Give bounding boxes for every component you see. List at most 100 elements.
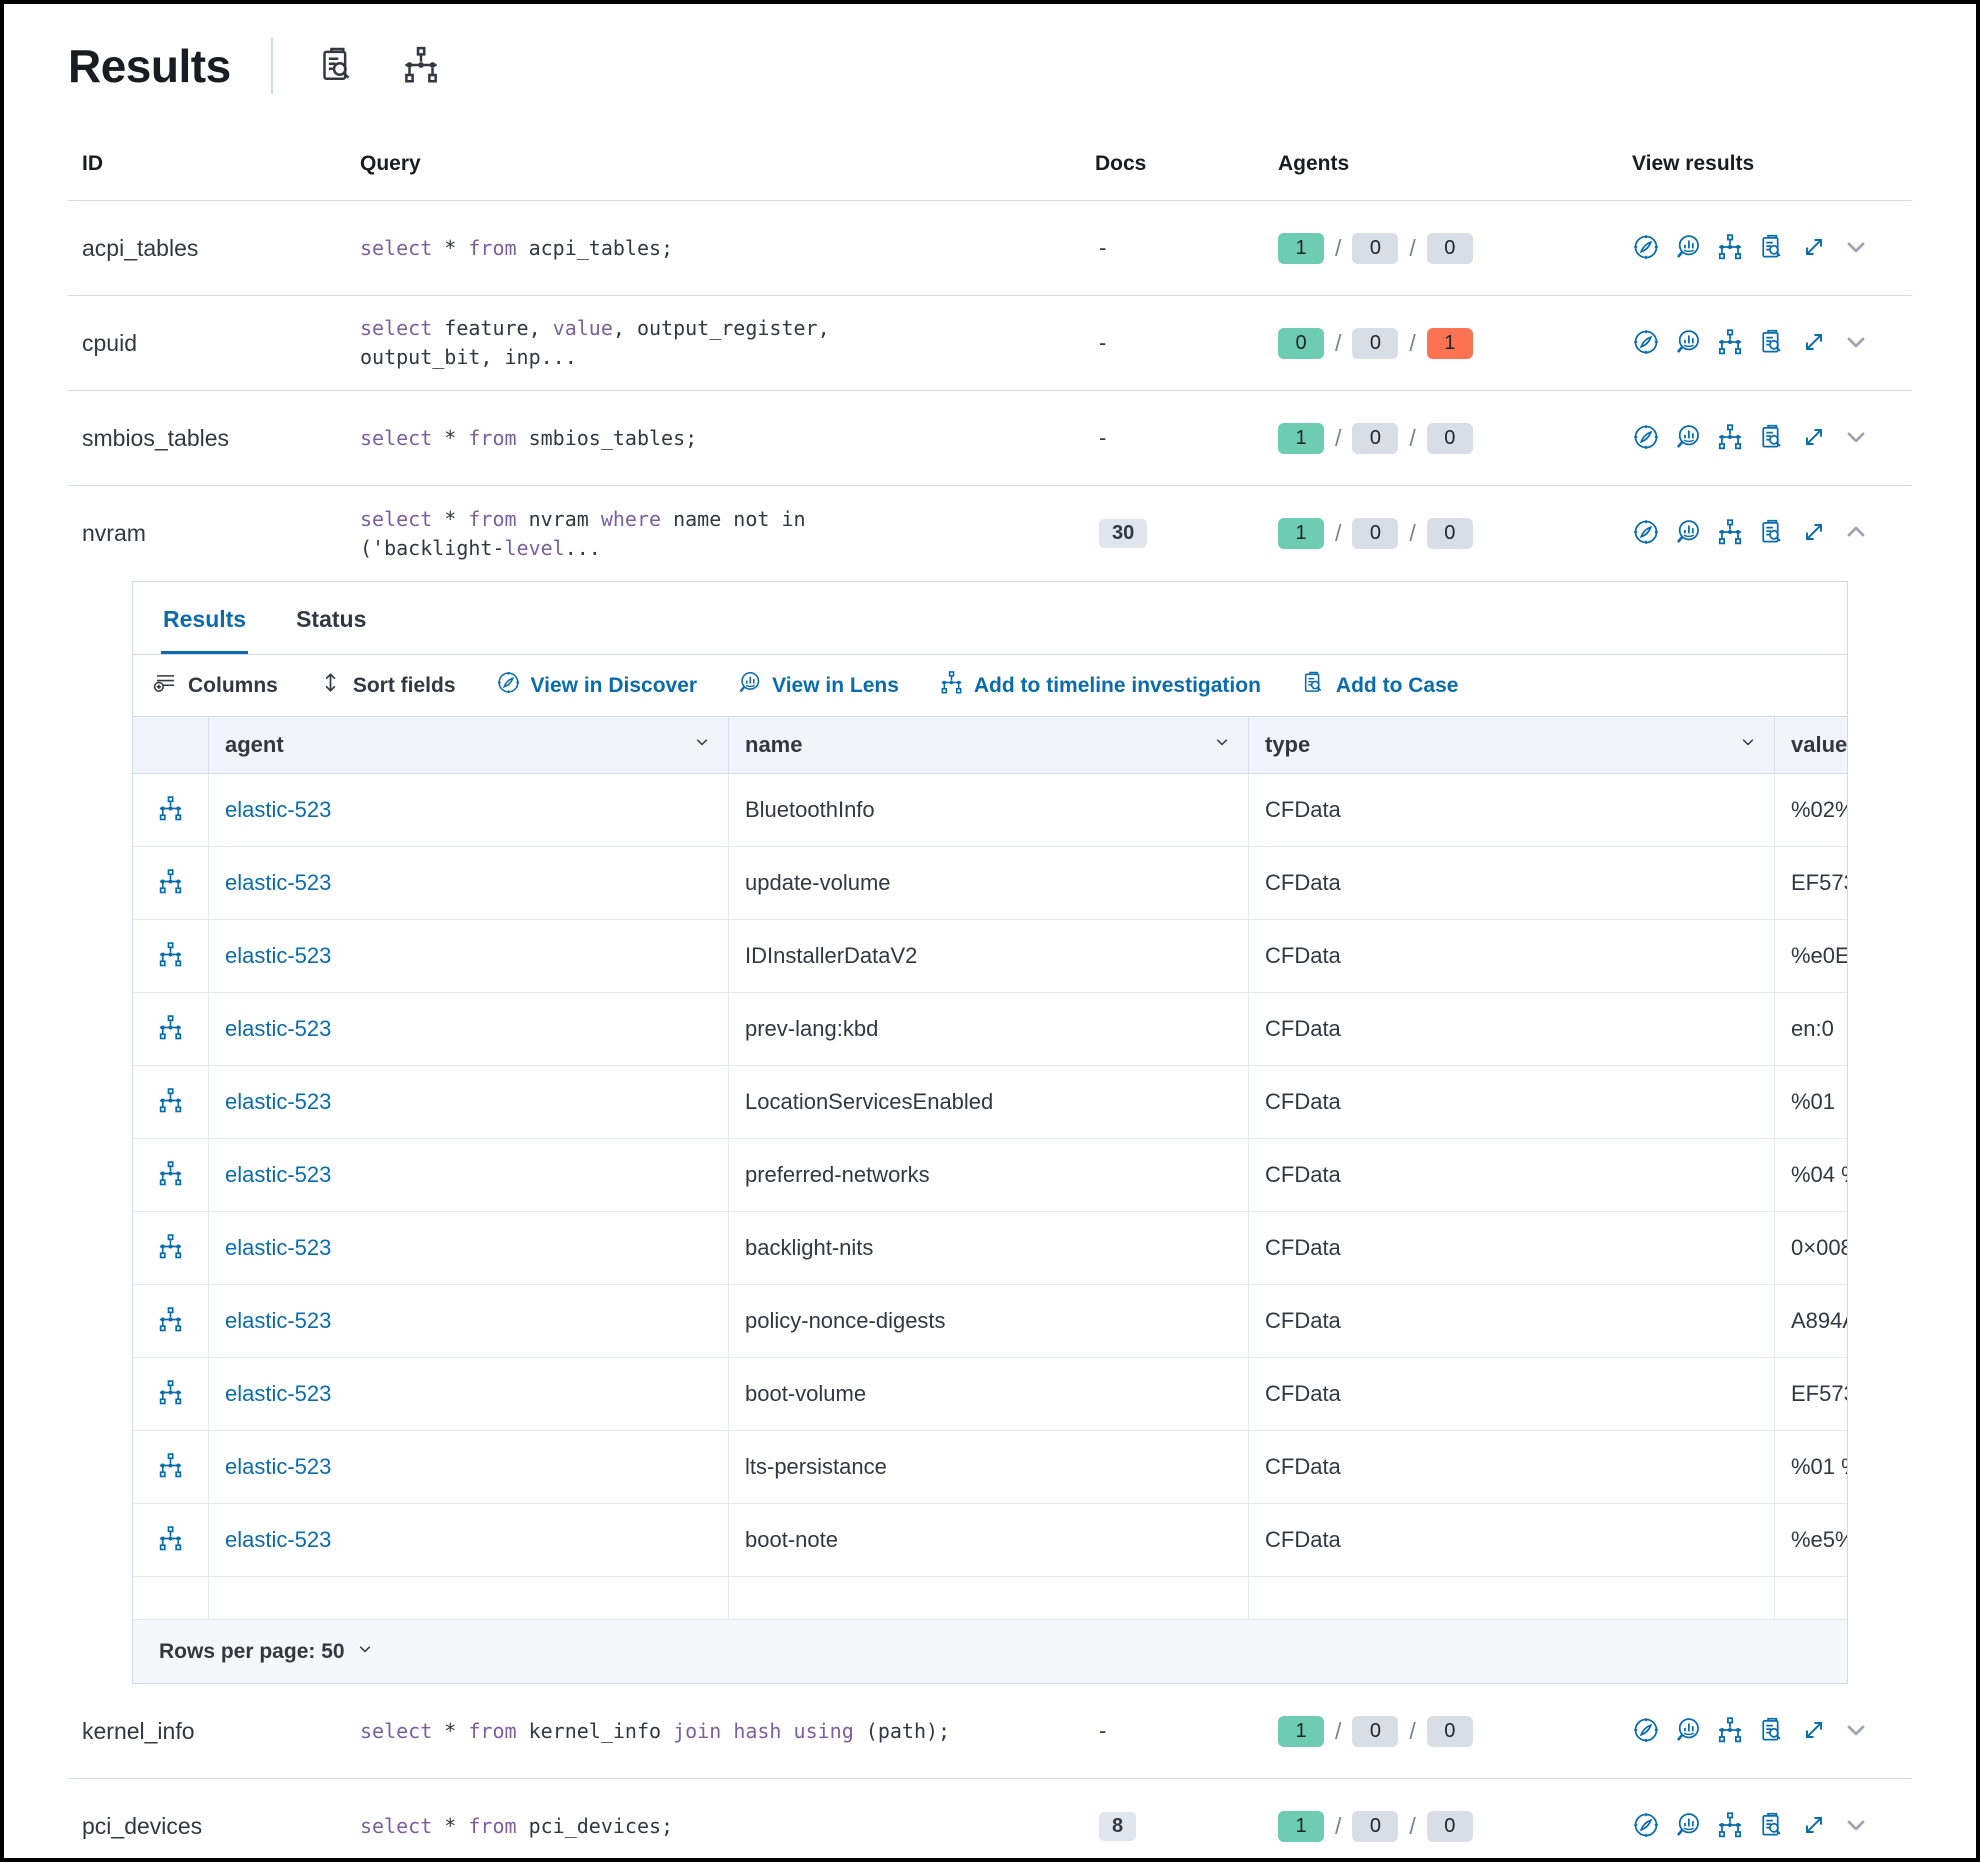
view-in-lens-button[interactable] (1674, 233, 1702, 264)
row-control-cell (133, 993, 209, 1065)
agent-link[interactable]: elastic-523 (225, 870, 332, 895)
add-to-timeline-button[interactable] (1716, 1811, 1744, 1842)
sql-text: acpi_tables; (516, 235, 674, 260)
agent-link[interactable]: elastic-523 (225, 1308, 332, 1333)
agent-link[interactable]: elastic-523 (225, 1162, 332, 1187)
agents-cell: 1 / 0 / 0 (1278, 1810, 1632, 1842)
add-to-timeline-button[interactable] (1716, 1716, 1744, 1747)
agent-link[interactable]: elastic-523 (225, 1016, 332, 1041)
add-to-case-button[interactable] (1758, 233, 1786, 264)
row-timeline-button[interactable] (157, 868, 184, 898)
discover-compass-icon (1632, 518, 1660, 549)
row-timeline-button[interactable] (157, 1525, 184, 1555)
add-to-case-button[interactable] (1758, 1716, 1786, 1747)
toggle-row-button[interactable] (1842, 233, 1870, 264)
row-timeline-button[interactable] (157, 1379, 184, 1409)
view-in-discover-button[interactable] (1632, 518, 1660, 549)
expanded-results-panel: Results Status Columns Sort fields View … (132, 581, 1848, 1684)
sort-fields-button[interactable]: Sort fields (318, 670, 456, 701)
toggle-row-button[interactable] (1842, 328, 1870, 359)
type-cell: CFData (1249, 847, 1775, 919)
view-in-lens-button[interactable] (1674, 423, 1702, 454)
query-rows-above-panel: acpi_tables select * from acpi_tables; -… (68, 201, 1912, 581)
tab-status[interactable]: Status (294, 582, 368, 654)
toggle-row-button[interactable] (1842, 1716, 1870, 1747)
expand-results-button[interactable] (1800, 233, 1828, 264)
add-to-case-button[interactable] (1758, 1811, 1786, 1842)
docs-cell: - (1095, 425, 1278, 451)
type-cell: CFData (1249, 920, 1775, 992)
view-in-lens-button[interactable]: View in Lens (737, 670, 899, 701)
chevron-icon (1842, 328, 1870, 359)
view-in-discover-button[interactable] (1632, 423, 1660, 454)
chevron-down-icon (692, 732, 712, 758)
grid-header-agent[interactable]: agent (209, 717, 729, 773)
columns-button[interactable]: Columns (153, 670, 278, 701)
toggle-row-button[interactable] (1842, 1811, 1870, 1842)
view-in-discover-button[interactable] (1632, 1811, 1660, 1842)
agent-link[interactable]: elastic-523 (225, 797, 332, 822)
add-to-case-button[interactable] (1758, 328, 1786, 359)
view-in-lens-button[interactable] (1674, 1811, 1702, 1842)
agent-link[interactable]: elastic-523 (225, 943, 332, 968)
expand-results-button[interactable] (1800, 423, 1828, 454)
tab-results[interactable]: Results (161, 582, 249, 654)
docs-cell: 8 (1095, 1811, 1278, 1841)
type-cell: CFData (1249, 774, 1775, 846)
view-in-discover-button[interactable] (1632, 328, 1660, 359)
row-timeline-button[interactable] (157, 941, 184, 971)
toggle-row-button[interactable] (1842, 518, 1870, 549)
row-timeline-button[interactable] (157, 1014, 184, 1044)
grid-header-name[interactable]: name (729, 717, 1249, 773)
row-timeline-button[interactable] (157, 1087, 184, 1117)
name-cell: update-volume (729, 847, 1249, 919)
sql-keyword: level (504, 535, 565, 560)
add-to-case-button[interactable] (1758, 518, 1786, 549)
view-in-discover-button[interactable]: View in Discover (496, 670, 697, 701)
agent-link[interactable]: elastic-523 (225, 1454, 332, 1479)
col-header-id: ID (82, 152, 103, 175)
saved-query-inspect-button[interactable] (317, 45, 357, 88)
discover-compass-icon (496, 670, 521, 701)
sql-text: feature, (432, 316, 553, 340)
pack-topology-button[interactable] (401, 45, 441, 88)
row-timeline-button[interactable] (157, 1233, 184, 1263)
agents-separator: / (1409, 520, 1416, 546)
type-cell: CFData (1249, 1285, 1775, 1357)
rows-per-page-button[interactable]: Rows per page: 50 (159, 1639, 375, 1665)
row-timeline-button[interactable] (157, 1452, 184, 1482)
view-in-lens-button[interactable] (1674, 1716, 1702, 1747)
sql-keyword: from (468, 1718, 517, 1743)
row-timeline-button[interactable] (157, 1160, 184, 1190)
add-to-case-button[interactable]: Add to Case (1301, 670, 1458, 701)
toggle-row-button[interactable] (1842, 423, 1870, 454)
expand-results-button[interactable] (1800, 518, 1828, 549)
agents-separator: / (1409, 424, 1416, 451)
add-to-timeline-button[interactable] (1716, 423, 1744, 454)
timeline-network-icon (1716, 1716, 1744, 1747)
expand-results-button[interactable] (1800, 328, 1828, 359)
view-in-discover-button[interactable] (1632, 233, 1660, 264)
add-to-timeline-button[interactable] (1716, 328, 1744, 359)
grid-header-type[interactable]: type (1249, 717, 1775, 773)
agent-link[interactable]: elastic-523 (225, 1235, 332, 1260)
view-in-lens-button[interactable] (1674, 328, 1702, 359)
agent-link[interactable]: elastic-523 (225, 1381, 332, 1406)
expand-results-button[interactable] (1800, 1716, 1828, 1747)
view-in-lens-button[interactable] (1674, 518, 1702, 549)
row-timeline-button[interactable] (157, 1306, 184, 1336)
grid-row: elastic-523 prev-lang:kbd CFData en:0 (133, 993, 1847, 1066)
sql-keyword: select (360, 316, 433, 340)
expand-results-button[interactable] (1800, 1811, 1828, 1842)
row-timeline-button[interactable] (157, 795, 184, 825)
agent-link[interactable]: elastic-523 (225, 1527, 332, 1552)
add-to-timeline-button[interactable] (1716, 233, 1744, 264)
grid-row: elastic-523 boot-volume CFData EF57347C-… (133, 1358, 1847, 1431)
add-to-timeline-button[interactable] (1716, 518, 1744, 549)
view-in-discover-button[interactable] (1632, 1716, 1660, 1747)
grid-footer: Rows per page: 50 (133, 1619, 1847, 1683)
add-to-timeline-button[interactable]: Add to timeline investigation (939, 670, 1261, 701)
grid-header-value[interactable]: value (1775, 717, 1863, 773)
add-to-case-button[interactable] (1758, 423, 1786, 454)
agent-link[interactable]: elastic-523 (225, 1089, 332, 1114)
